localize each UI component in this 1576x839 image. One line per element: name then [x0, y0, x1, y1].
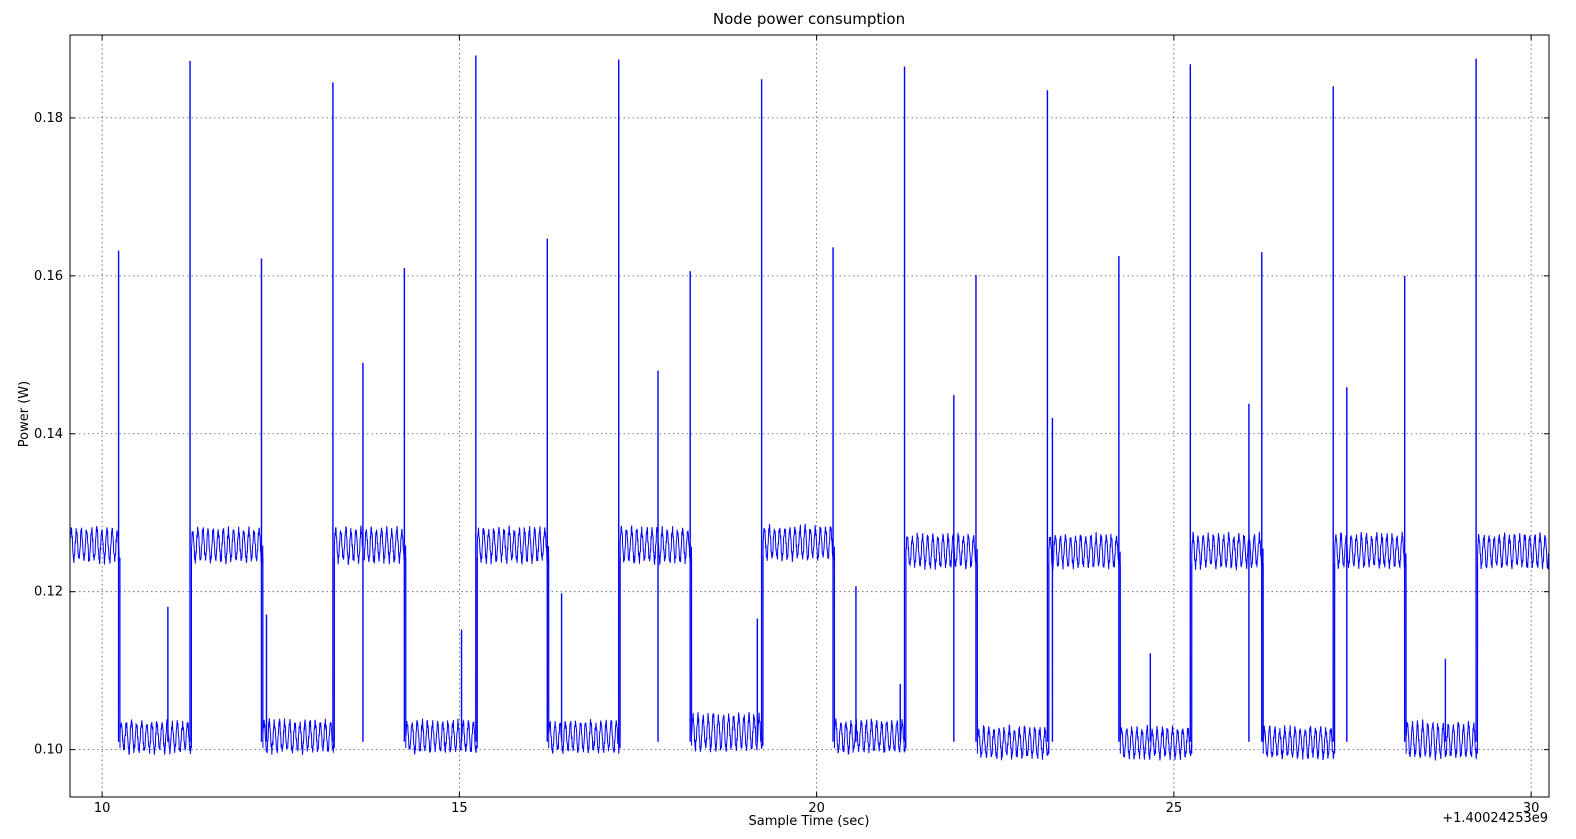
y-axis: 0.10 0.12 0.14 0.16 0.18: [34, 111, 1549, 758]
chart-title: Node power consumption: [713, 10, 905, 28]
x-offset-label: +1.40024253e9: [1442, 811, 1548, 826]
y-tick-label: 0.16: [34, 269, 63, 284]
x-tick-label: 25: [1166, 801, 1183, 816]
power-series-line: [69, 523, 1550, 761]
x-tick-label: 15: [451, 801, 468, 816]
y-tick-label: 0.10: [34, 743, 63, 758]
grid: [70, 35, 1549, 797]
x-tick-label: 30: [1523, 801, 1540, 816]
plot-frame: [69, 34, 1550, 798]
x-axis: 10 15 20 25 30: [94, 35, 1540, 816]
x-axis-label: Sample Time (sec): [749, 814, 870, 829]
y-tick-label: 0.18: [34, 111, 63, 126]
y-axis-label: Power (W): [17, 381, 32, 447]
plot-area: [69, 55, 1550, 761]
x-tick-label: 10: [94, 801, 111, 816]
y-tick-label: 0.14: [34, 427, 63, 442]
y-tick-label: 0.12: [34, 585, 63, 600]
x-tick-label: 20: [808, 801, 825, 816]
